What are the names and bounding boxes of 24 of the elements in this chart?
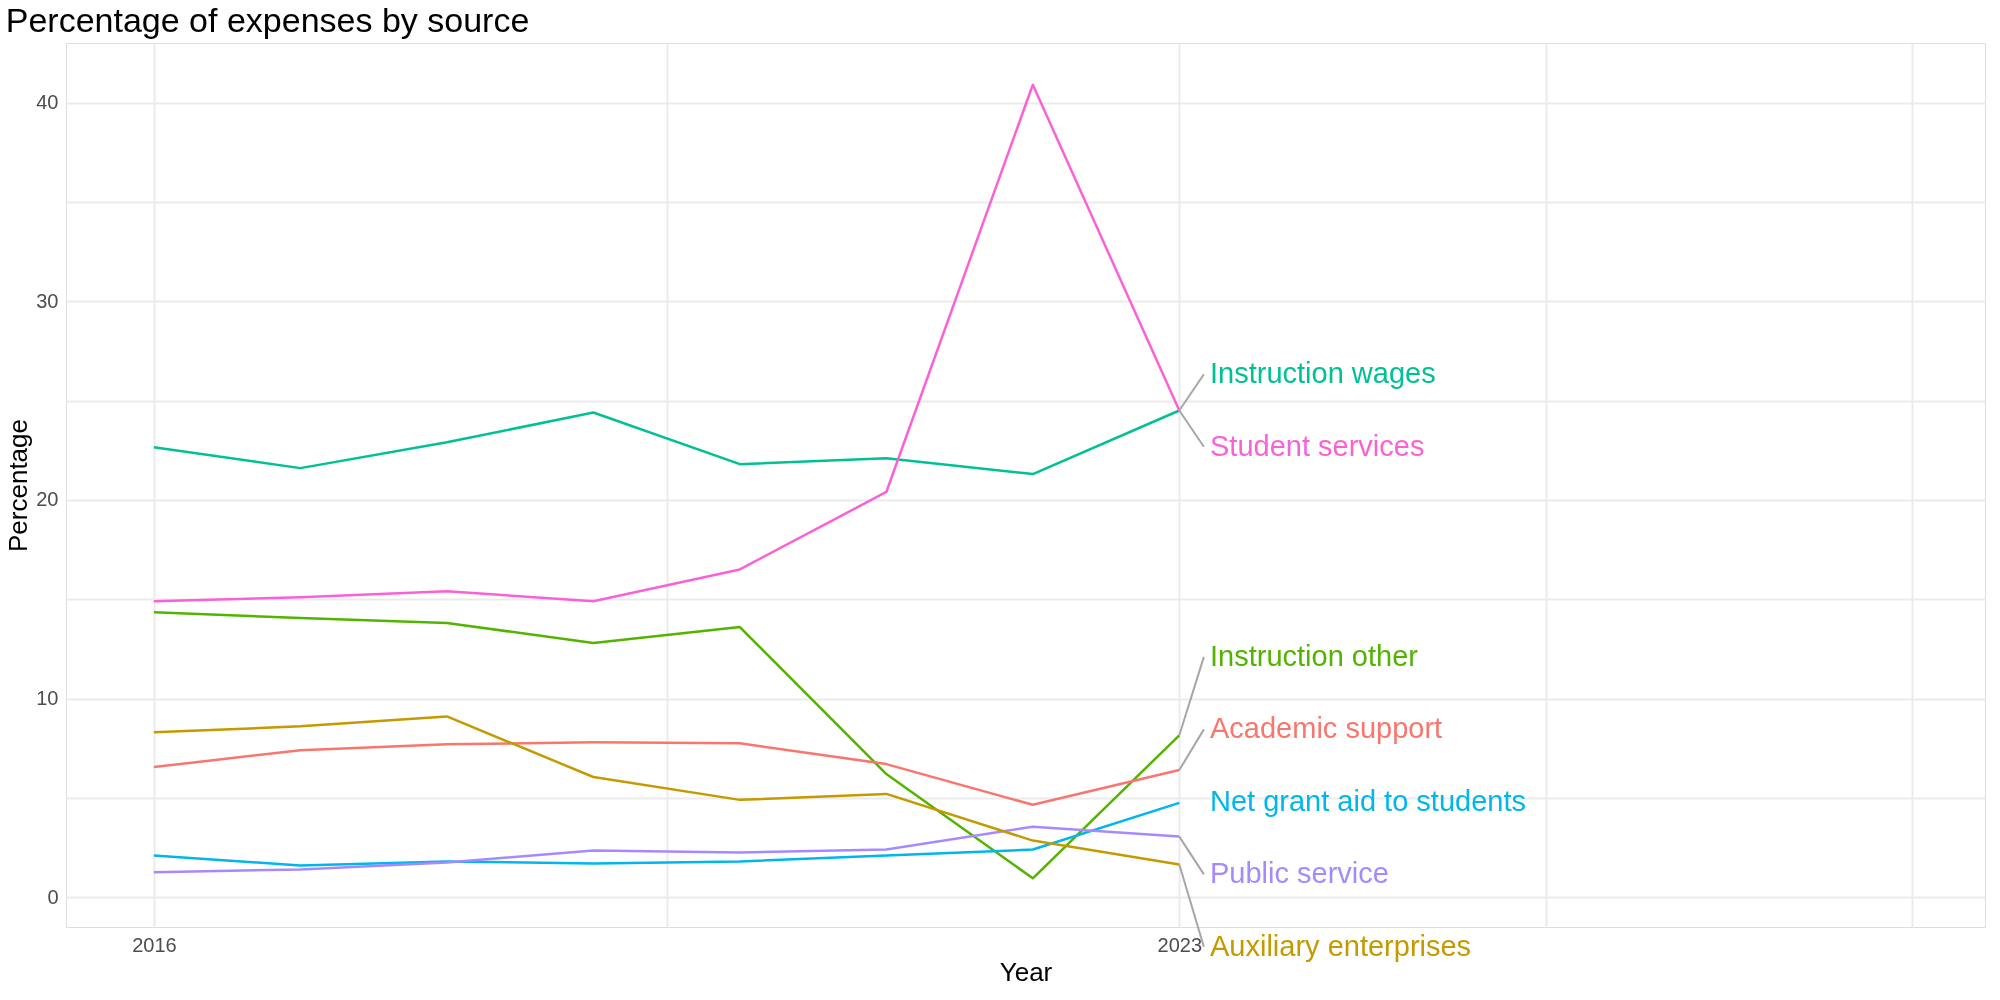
text: Instruction other xyxy=(1210,639,1419,672)
line-series xyxy=(152,715,1181,866)
line-series xyxy=(152,801,1181,867)
line-series xyxy=(152,825,1181,874)
line-series xyxy=(152,741,1181,807)
series-label: Public service xyxy=(1210,857,1389,890)
line-series xyxy=(152,610,1181,880)
y-tick-label: 0 xyxy=(47,885,59,908)
x-tick-label: 2016 xyxy=(132,933,177,956)
chart-title: Percentage of expenses by source xyxy=(5,1,530,39)
y-tick-label: 20 xyxy=(36,488,59,511)
series-label: Academic support xyxy=(1210,712,1443,745)
y-tick-label: 30 xyxy=(36,289,59,312)
y-axis-title: Percentage xyxy=(3,419,34,552)
x-axis-title: Year xyxy=(999,956,1053,987)
series-label: Instruction wages xyxy=(1210,357,1436,390)
series-label: Net grant aid to students xyxy=(1210,784,1526,817)
y-tick-label: 40 xyxy=(36,91,59,114)
text: Auxiliary enterprises xyxy=(1210,929,1472,962)
y-tick-label: 10 xyxy=(36,687,59,710)
x-tick-label: 2023 xyxy=(1157,933,1203,956)
series-label: Student services xyxy=(1210,429,1425,462)
line-series xyxy=(152,83,1181,603)
line-series xyxy=(152,409,1181,476)
